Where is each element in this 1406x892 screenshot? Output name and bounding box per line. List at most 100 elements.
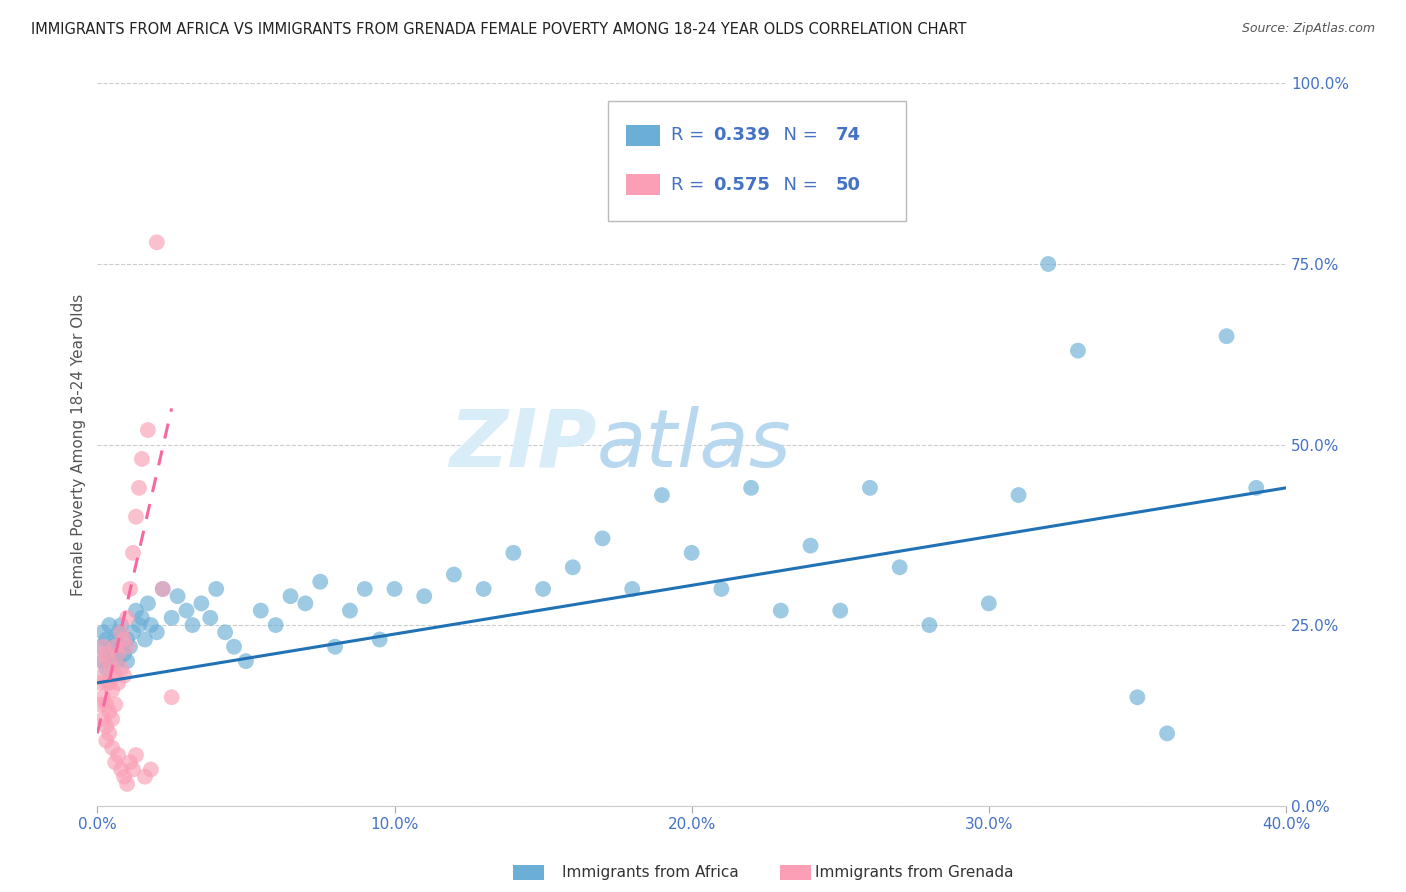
Point (1215, 329, 1237, 343)
Point (115, 640, 138, 654)
Point (91, 625, 114, 640)
FancyBboxPatch shape (626, 125, 659, 146)
Point (200, 611, 222, 625)
Point (769, 604, 792, 618)
Point (592, 532, 614, 546)
Point (98, 676, 121, 690)
Point (101, 712, 124, 726)
Point (96, 698, 118, 712)
Point (190, 596, 212, 610)
Text: Immigrants from Africa: Immigrants from Africa (562, 865, 740, 880)
Point (115, 654, 138, 668)
Point (136, 423, 159, 437)
Point (181, 618, 204, 632)
Point (98, 705, 121, 719)
Point (166, 589, 188, 603)
Point (128, 481, 150, 495)
Point (112, 770, 135, 784)
Text: 0.575: 0.575 (713, 176, 770, 194)
Point (1244, 481, 1267, 495)
Point (152, 582, 174, 596)
Point (98, 647, 121, 661)
Point (104, 668, 127, 682)
Point (125, 604, 148, 618)
Text: IMMIGRANTS FROM AFRICA VS IMMIGRANTS FROM GRENADA FEMALE POVERTY AMONG 18-24 YEA: IMMIGRANTS FROM AFRICA VS IMMIGRANTS FRO… (31, 22, 966, 37)
Point (104, 640, 127, 654)
Point (339, 604, 361, 618)
Text: atlas: atlas (596, 406, 792, 483)
Point (98, 618, 121, 632)
Point (309, 574, 332, 589)
Point (131, 452, 153, 467)
Point (112, 632, 135, 647)
Text: N =: N = (772, 176, 824, 194)
Point (1038, 257, 1060, 271)
Point (104, 756, 127, 770)
Point (294, 596, 316, 610)
FancyBboxPatch shape (609, 102, 905, 220)
Point (107, 647, 129, 661)
Point (160, 690, 183, 705)
Point (96, 647, 118, 661)
Point (889, 560, 911, 574)
Point (107, 747, 129, 762)
Point (710, 582, 733, 596)
Point (96, 676, 118, 690)
Text: 0.339: 0.339 (713, 127, 770, 145)
Point (122, 763, 145, 777)
Point (96, 719, 118, 733)
Text: 74: 74 (835, 127, 860, 145)
Point (830, 604, 852, 618)
Text: Immigrants from Grenada: Immigrants from Grenada (815, 865, 1014, 880)
Point (740, 481, 762, 495)
Point (134, 770, 156, 784)
Point (101, 640, 124, 654)
Point (110, 661, 132, 675)
Point (112, 668, 135, 682)
Point (125, 509, 148, 524)
Point (89, 640, 111, 654)
Point (107, 676, 129, 690)
Point (1126, 690, 1149, 705)
Point (214, 625, 236, 640)
Point (531, 582, 554, 596)
Point (413, 589, 436, 603)
Point (104, 647, 127, 661)
Point (134, 632, 156, 647)
Point (235, 654, 257, 668)
Point (115, 777, 138, 791)
Point (502, 546, 524, 560)
Point (1007, 488, 1029, 502)
Point (222, 640, 245, 654)
Text: R =: R = (672, 176, 710, 194)
Point (112, 647, 135, 661)
Point (89, 698, 111, 712)
Point (472, 582, 495, 596)
Point (110, 640, 132, 654)
Y-axis label: Female Poverty Among 18-24 Year Olds: Female Poverty Among 18-24 Year Olds (72, 293, 86, 596)
Point (118, 582, 141, 596)
Point (110, 618, 132, 632)
Point (146, 235, 169, 250)
Point (139, 763, 162, 777)
Point (118, 756, 141, 770)
Point (384, 582, 406, 596)
Point (91, 690, 114, 705)
Point (651, 488, 673, 502)
Point (918, 618, 941, 632)
Point (122, 546, 145, 560)
Point (115, 632, 138, 647)
Point (1067, 343, 1090, 358)
Point (249, 604, 271, 618)
Point (205, 582, 228, 596)
Text: Source: ZipAtlas.com: Source: ZipAtlas.com (1241, 22, 1375, 36)
Point (96, 661, 118, 675)
Point (89, 654, 111, 668)
Point (96, 632, 118, 647)
Point (280, 589, 302, 603)
Point (107, 654, 129, 668)
Point (176, 604, 198, 618)
Point (89, 676, 111, 690)
Point (799, 539, 821, 553)
FancyBboxPatch shape (626, 174, 659, 195)
